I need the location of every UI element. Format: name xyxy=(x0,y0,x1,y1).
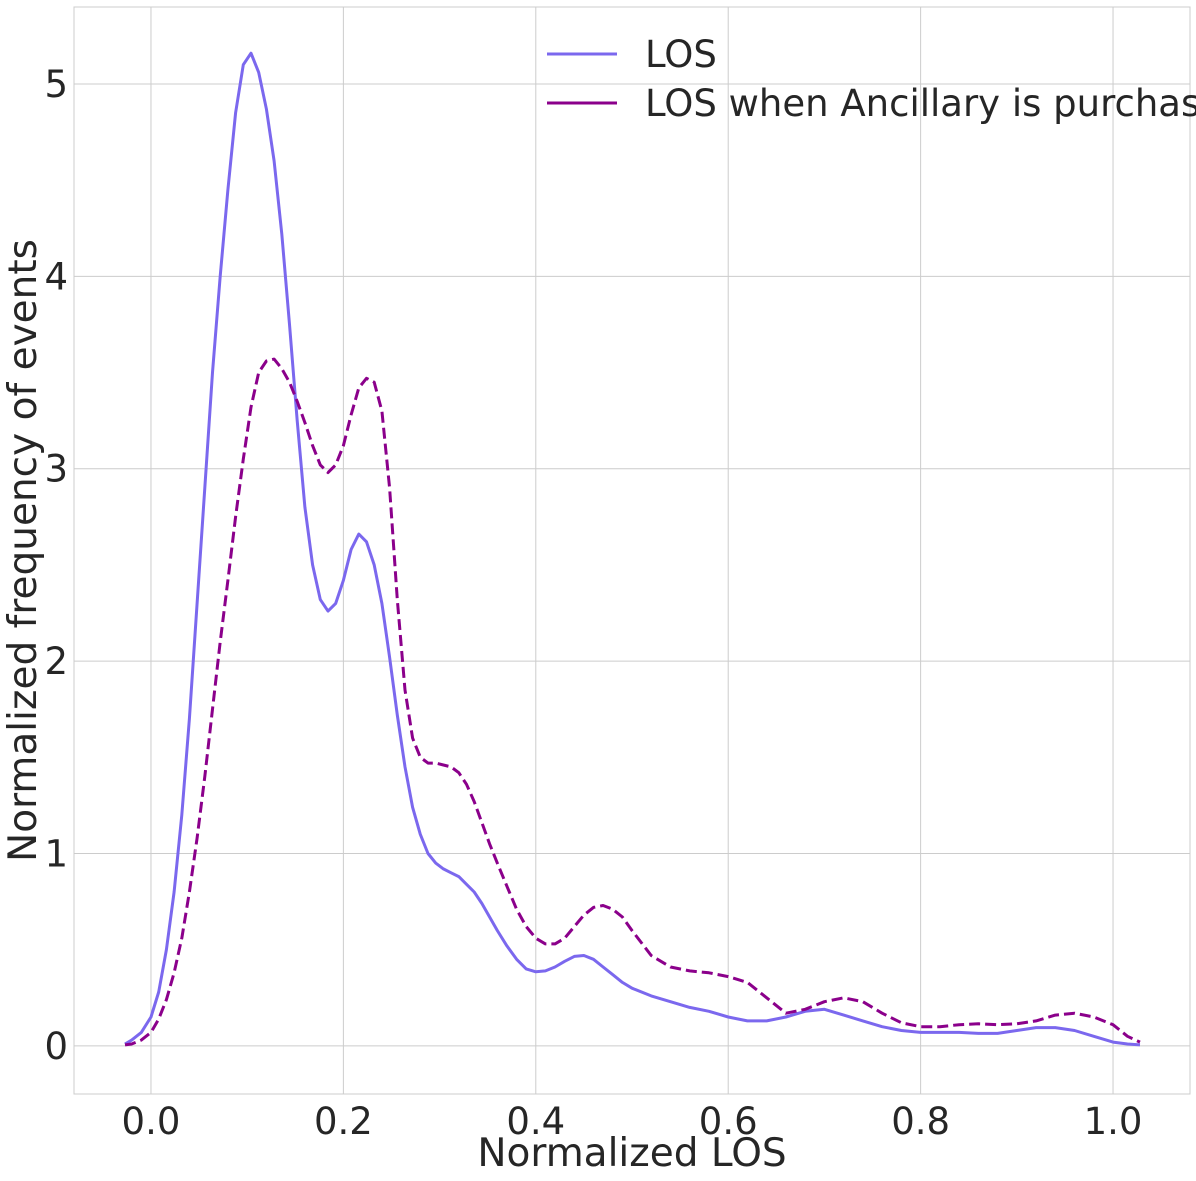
x-tick-label: 0.6 xyxy=(699,1100,758,1143)
x-tick-label: 0.2 xyxy=(314,1100,373,1143)
plot-area xyxy=(74,7,1190,1094)
x-axis-label: Normalized LOS xyxy=(477,1131,786,1176)
x-tick-label: 0.8 xyxy=(891,1100,950,1143)
legend-label: LOS when Ancillary is purchased xyxy=(645,82,1196,125)
y-tick-label: 3 xyxy=(44,448,68,491)
y-tick-label: 1 xyxy=(44,833,68,876)
x-tick-label: 1.0 xyxy=(1084,1100,1143,1143)
series-line-2 xyxy=(124,357,1141,1047)
y-axis-label: Normalized frequency of events xyxy=(1,239,46,862)
x-tick-label: 0.0 xyxy=(122,1100,181,1143)
y-tick-label: 2 xyxy=(44,640,68,683)
y-tick-labels: 0 1 2 3 4 5 xyxy=(44,63,68,1068)
legend-label: LOS xyxy=(645,33,717,76)
x-tick-labels: 0.0 0.2 0.4 0.6 0.8 1.0 xyxy=(122,1100,1143,1143)
y-tick-label: 5 xyxy=(44,63,68,106)
legend: LOS LOS when Ancillary is purchased xyxy=(547,33,1196,125)
y-tick-label: 0 xyxy=(44,1025,68,1068)
x-tick-label: 0.4 xyxy=(506,1100,565,1143)
grid xyxy=(73,6,1191,1095)
y-tick-label: 4 xyxy=(44,255,68,298)
plot-border xyxy=(73,6,1191,1095)
series-line-1 xyxy=(124,51,1141,1047)
series-lines xyxy=(124,51,1141,1047)
